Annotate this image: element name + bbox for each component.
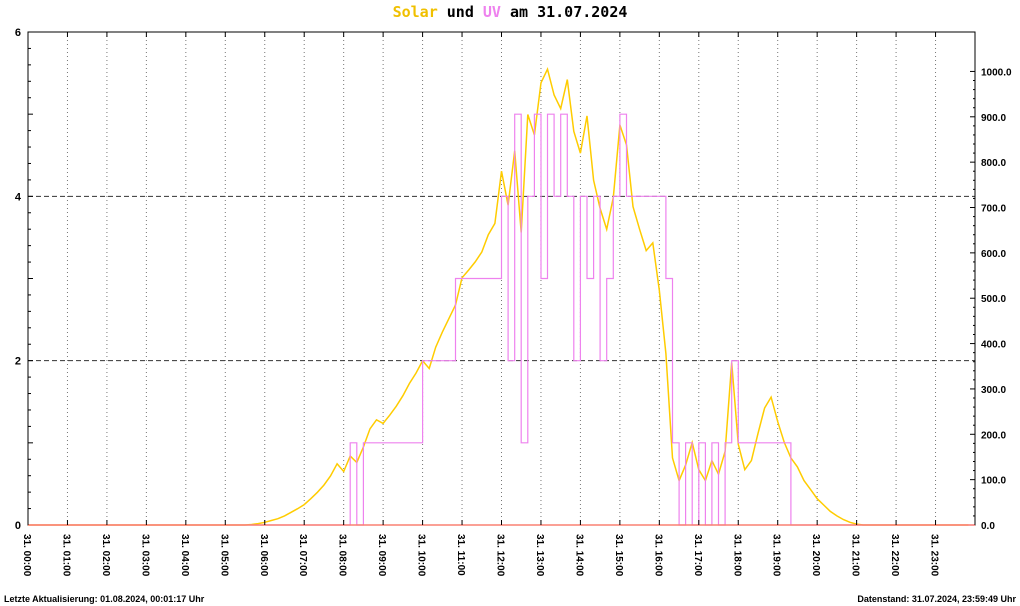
svg-text:31. 03:00: 31. 03:00 [139, 534, 150, 577]
svg-text:31. 21:00: 31. 21:00 [850, 534, 861, 577]
svg-text:31. 00:00: 31. 00:00 [21, 534, 32, 577]
svg-text:31. 05:00: 31. 05:00 [218, 534, 229, 577]
svg-text:31. 19:00: 31. 19:00 [771, 534, 782, 577]
svg-text:31. 01:00: 31. 01:00 [60, 534, 71, 577]
title-solar-label: Solar [392, 3, 438, 21]
svg-text:700.0: 700.0 [981, 204, 1006, 215]
title-und-label: und [437, 3, 483, 21]
svg-text:2: 2 [15, 356, 21, 368]
svg-text:4: 4 [15, 191, 22, 203]
svg-text:400.0: 400.0 [981, 340, 1006, 351]
svg-text:31. 08:00: 31. 08:00 [337, 534, 348, 577]
title-uv-label: UV [482, 3, 501, 21]
svg-text:500.0: 500.0 [981, 294, 1006, 305]
svg-text:300.0: 300.0 [981, 385, 1006, 396]
svg-text:100.0: 100.0 [981, 476, 1006, 487]
svg-text:31. 18:00: 31. 18:00 [731, 534, 742, 577]
svg-text:31. 15:00: 31. 15:00 [613, 534, 624, 577]
last-update-text: Letzte Aktualisierung: 01.08.2024, 00:01… [4, 594, 205, 604]
data-timestamp-text: Datenstand: 31.07.2024, 23:59:49 Uhr [857, 594, 1016, 604]
svg-text:6: 6 [15, 27, 21, 39]
svg-text:31. 12:00: 31. 12:00 [495, 534, 506, 577]
title-date-label: am 31.07.2024 [500, 3, 628, 21]
svg-text:31. 06:00: 31. 06:00 [258, 534, 269, 577]
svg-text:0.0: 0.0 [981, 521, 995, 532]
svg-text:31. 07:00: 31. 07:00 [297, 534, 308, 577]
svg-text:31. 11:00: 31. 11:00 [455, 534, 466, 576]
svg-text:600.0: 600.0 [981, 249, 1006, 260]
svg-text:31. 23:00: 31. 23:00 [929, 534, 940, 577]
svg-text:31. 10:00: 31. 10:00 [416, 534, 427, 577]
svg-text:31. 04:00: 31. 04:00 [179, 534, 190, 577]
svg-text:31. 09:00: 31. 09:00 [376, 534, 387, 577]
svg-text:31. 20:00: 31. 20:00 [810, 534, 821, 577]
svg-text:31. 17:00: 31. 17:00 [692, 534, 703, 577]
svg-text:31. 14:00: 31. 14:00 [573, 534, 584, 577]
chart-title: Solar und UV am 31.07.2024 [0, 3, 1020, 21]
svg-text:31. 22:00: 31. 22:00 [889, 534, 900, 577]
svg-text:31. 16:00: 31. 16:00 [652, 534, 663, 577]
svg-text:31. 13:00: 31. 13:00 [534, 534, 545, 577]
svg-text:31. 02:00: 31. 02:00 [100, 534, 111, 577]
svg-text:0: 0 [15, 520, 21, 532]
svg-text:800.0: 800.0 [981, 158, 1006, 169]
svg-text:900.0: 900.0 [981, 113, 1006, 124]
svg-text:1000.0: 1000.0 [981, 67, 1012, 78]
svg-text:200.0: 200.0 [981, 430, 1006, 441]
